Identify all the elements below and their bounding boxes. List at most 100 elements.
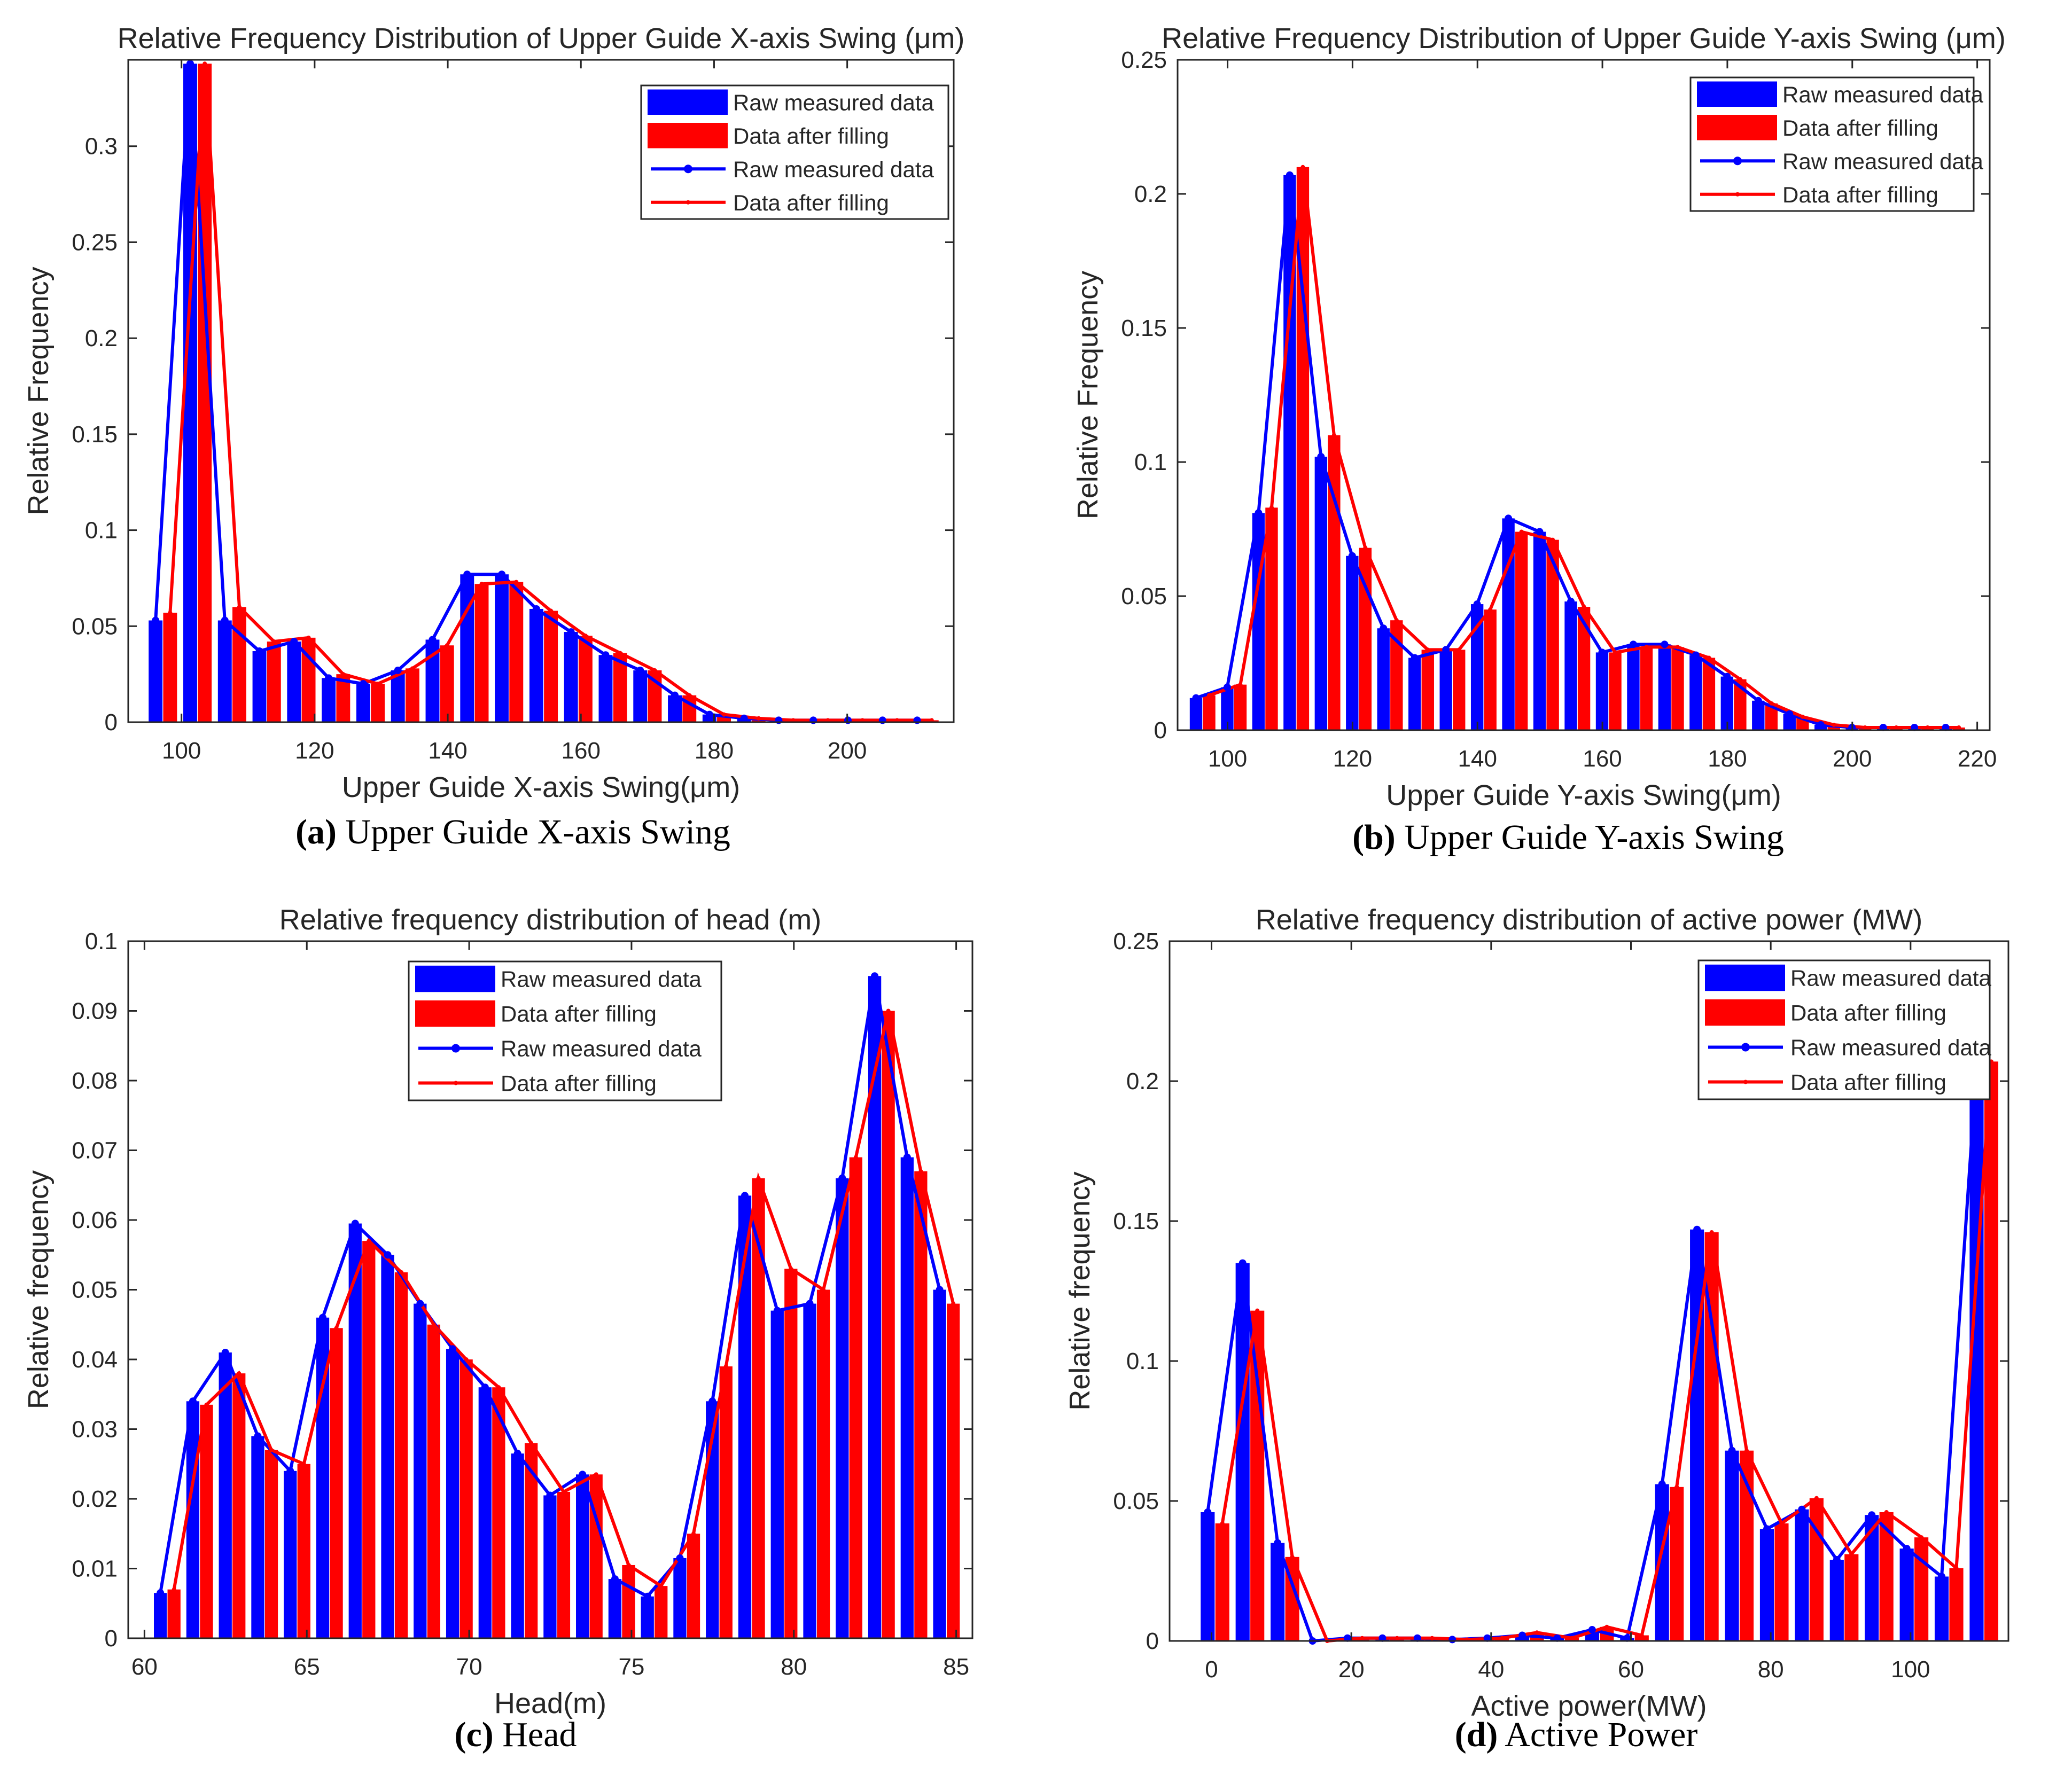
marker-raw-d-16 (1763, 1525, 1771, 1533)
bar-filled-b-9 (1484, 609, 1497, 730)
panel-c: 60 65 70 75 80 85 0 0.01 0.02 0.03 0.04 0.05 0.06 0.0… (0, 881, 1036, 1722)
ytick-label-c-5: 0.05 (72, 1277, 118, 1303)
ytick-label-a-5: 0.25 (72, 229, 118, 255)
ytick-label-c-4: 0.04 (72, 1347, 118, 1373)
bar-raw-a-11 (529, 608, 543, 722)
xtick-label-b-2: 140 (1458, 746, 1497, 772)
marker-filled-b-12 (1582, 605, 1586, 609)
xtick-label-c-5: 85 (943, 1654, 969, 1680)
bar-filled-b-16 (1702, 658, 1716, 730)
bar-filled-a-2 (232, 607, 246, 722)
xtick-label-b-1: 120 (1333, 746, 1372, 772)
bar-filled-c-8 (427, 1324, 440, 1638)
marker-filled-a-22 (929, 718, 934, 723)
ytick-label-c-10: 0.1 (85, 928, 118, 955)
bar-filled-c-19 (784, 1269, 798, 1638)
bar-raw-a-5 (322, 678, 336, 722)
marker-raw-a-8 (429, 636, 437, 644)
bar-filled-c-22 (882, 1011, 895, 1638)
marker-filled-d-12 (1639, 1633, 1644, 1638)
bar-filled-d-20 (1914, 1537, 1929, 1641)
bar-filled-c-1 (200, 1404, 213, 1638)
ytick-label-d-1: 0.05 (1113, 1488, 1159, 1514)
marker-filled-b-18 (1769, 701, 1774, 706)
bar-raw-b-3 (1283, 175, 1296, 730)
marker-filled-a-10 (514, 580, 519, 584)
marker-raw-d-4 (1343, 1634, 1351, 1642)
line-raw-d (1206, 1067, 1978, 1643)
marker-filled-a-2 (237, 605, 242, 609)
marker-raw-a-13 (602, 651, 610, 659)
bar-filled-b-11 (1546, 539, 1559, 730)
chart-b: 100 120 140 160 180 200 220 0 0.05 0.1 0.15 0.2 0.25… (1072, 22, 2006, 811)
legend-swatch-d-0 (1705, 964, 1785, 991)
marker-raw-b-11 (1536, 528, 1544, 536)
marker-raw-a-10 (498, 570, 506, 578)
marker-filled-a-9 (479, 582, 484, 587)
ytick-label-a-6: 0.3 (85, 134, 118, 160)
marker-filled-a-19 (825, 718, 830, 723)
legend-label-b-2: Raw measured data (1782, 148, 1984, 174)
ytick-label-d-3: 0.15 (1113, 1208, 1159, 1234)
marker-filled-a-1 (202, 61, 207, 66)
marker-raw-b-9 (1473, 600, 1481, 608)
ytick-label-c-3: 0.03 (72, 1417, 118, 1443)
marker-raw-c-6 (351, 1219, 359, 1227)
marker-raw-b-8 (1442, 646, 1450, 654)
legend-label-b-3: Data after filling (1782, 182, 1938, 207)
bar-filled-a-10 (509, 582, 524, 722)
marker-raw-d-12 (1623, 1634, 1631, 1642)
marker-filled-d-19 (1884, 1510, 1889, 1514)
panel-a: 100 120 140 160 180 200 0 0.05 0.1 0.15 0.2 0.25 0.3… (0, 0, 1036, 823)
legend-b: Raw measured data Data after filling Raw m… (1689, 76, 1984, 212)
marker-filled-a-16 (722, 712, 727, 717)
bar-raw-a-3 (252, 651, 267, 722)
marker-filled-b-13 (1613, 650, 1618, 655)
bar-filled-c-10 (492, 1387, 505, 1638)
legend-label-a-2: Raw measured data (733, 157, 934, 182)
bar-raw-c-20 (803, 1303, 816, 1638)
chart-d-group: 0 20 40 60 80 100 0 0.05 0.1 0.15 0.2 0.25 Relative … (1064, 904, 2009, 1722)
marker-raw-b-1 (1223, 683, 1231, 691)
bar-raw-c-3 (251, 1436, 264, 1638)
bar-raw-d-20 (1899, 1549, 1914, 1641)
bar-raw-c-14 (608, 1579, 622, 1638)
bar-raw-b-7 (1408, 658, 1421, 730)
marker-filled-a-5 (341, 672, 346, 677)
x-axis-label-d: Active power(MW) (1471, 1690, 1707, 1722)
marker-filled-a-11 (549, 608, 554, 613)
marker-raw-a-11 (532, 605, 540, 613)
bar-raw-c-18 (738, 1195, 752, 1638)
marker-filled-c-9 (464, 1357, 469, 1362)
ytick-label-b-5: 0.25 (1121, 47, 1167, 73)
bar-filled-d-15 (1739, 1450, 1754, 1641)
marker-filled-d-21 (1954, 1566, 1959, 1570)
ytick-label-c-9: 0.09 (72, 998, 118, 1025)
bar-raw-b-1 (1221, 687, 1234, 730)
marker-filled-a-3 (271, 639, 276, 644)
bar-raw-c-13 (576, 1474, 589, 1638)
marker-filled-a-14 (652, 668, 657, 673)
marker-raw-b-18 (1754, 697, 1762, 705)
marker-filled-a-0 (168, 611, 173, 615)
bar-raw-b-14 (1627, 644, 1640, 730)
marker-raw-b-17 (1723, 673, 1731, 681)
legend-label-a-1: Data after filling (733, 123, 889, 148)
marker-raw-c-2 (221, 1348, 229, 1356)
marker-filled-d-16 (1779, 1521, 1784, 1526)
marker-filled-c-18 (756, 1176, 761, 1180)
bar-filled-c-17 (719, 1366, 733, 1638)
bar-filled-d-18 (1844, 1554, 1859, 1641)
bar-filled-b-2 (1265, 507, 1278, 730)
marker-filled-d-14 (1709, 1230, 1714, 1234)
bar-filled-a-11 (544, 611, 558, 722)
bar-raw-c-24 (933, 1289, 946, 1638)
ytick-label-d-2: 0.1 (1126, 1348, 1159, 1374)
xtick-label-a-2: 140 (428, 738, 467, 764)
chart-title-d: Relative frequency distribution of activ… (1256, 904, 1923, 936)
x-axis-label-b: Upper Guide Y-axis Swing(μm) (1386, 779, 1781, 811)
marker-raw-a-7 (394, 666, 402, 674)
marker-raw-c-13 (579, 1471, 587, 1479)
ytick-label-b-0: 0 (1154, 717, 1167, 744)
ytick-label-c-7: 0.07 (72, 1138, 118, 1164)
